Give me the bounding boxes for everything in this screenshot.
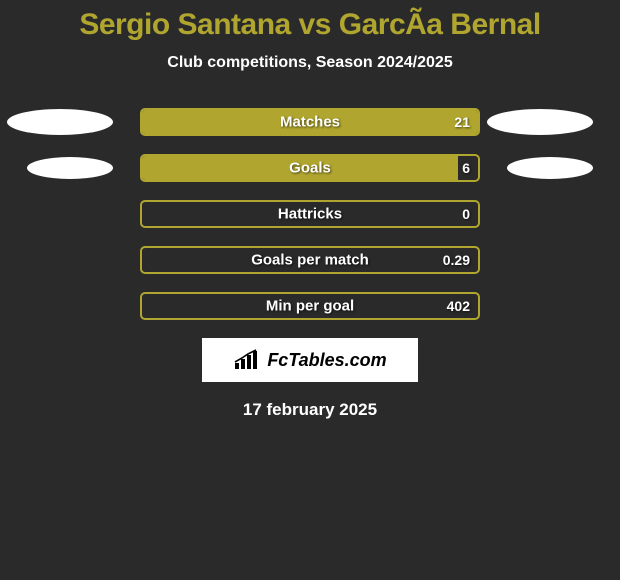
page-title: Sergio Santana vs GarcÃ­a Bernal (0, 8, 620, 42)
infographic-container: Sergio Santana vs GarcÃ­a Bernal Club co… (0, 0, 620, 420)
left-ellipse (7, 109, 113, 135)
stat-row-goals-per-match: Goals per match 0.29 (0, 246, 620, 274)
stat-row-goals: Goals 6 (0, 154, 620, 182)
stat-row-hattricks: Hattricks 0 (0, 200, 620, 228)
right-ellipse (487, 109, 593, 135)
date-text: 17 february 2025 (0, 400, 620, 420)
bar-label: Matches (142, 114, 478, 131)
bar-track: Goals per match 0.29 (140, 246, 480, 274)
bar-value: 0 (462, 206, 470, 222)
stat-row-min-per-goal: Min per goal 402 (0, 292, 620, 320)
left-ellipse (27, 157, 113, 179)
bar-track: Hattricks 0 (140, 200, 480, 228)
bar-label: Hattricks (142, 206, 478, 223)
bar-label: Goals (142, 160, 478, 177)
bar-value: 0.29 (443, 252, 470, 268)
bar-value: 6 (462, 160, 470, 176)
stat-row-matches: Matches 21 (0, 108, 620, 136)
logo-text: FcTables.com (267, 350, 386, 371)
logo-box: FcTables.com (202, 338, 418, 382)
bar-value: 21 (454, 114, 470, 130)
bar-track: Min per goal 402 (140, 292, 480, 320)
bar-track: Matches 21 (140, 108, 480, 136)
bar-label: Goals per match (142, 252, 478, 269)
bar-label: Min per goal (142, 298, 478, 315)
subtitle: Club competitions, Season 2024/2025 (0, 54, 620, 72)
bar-track: Goals 6 (140, 154, 480, 182)
right-ellipse (507, 157, 593, 179)
bar-value: 402 (447, 298, 470, 314)
stats-area: Matches 21 Goals 6 Hattricks 0 (0, 108, 620, 320)
chart-icon (233, 349, 261, 371)
